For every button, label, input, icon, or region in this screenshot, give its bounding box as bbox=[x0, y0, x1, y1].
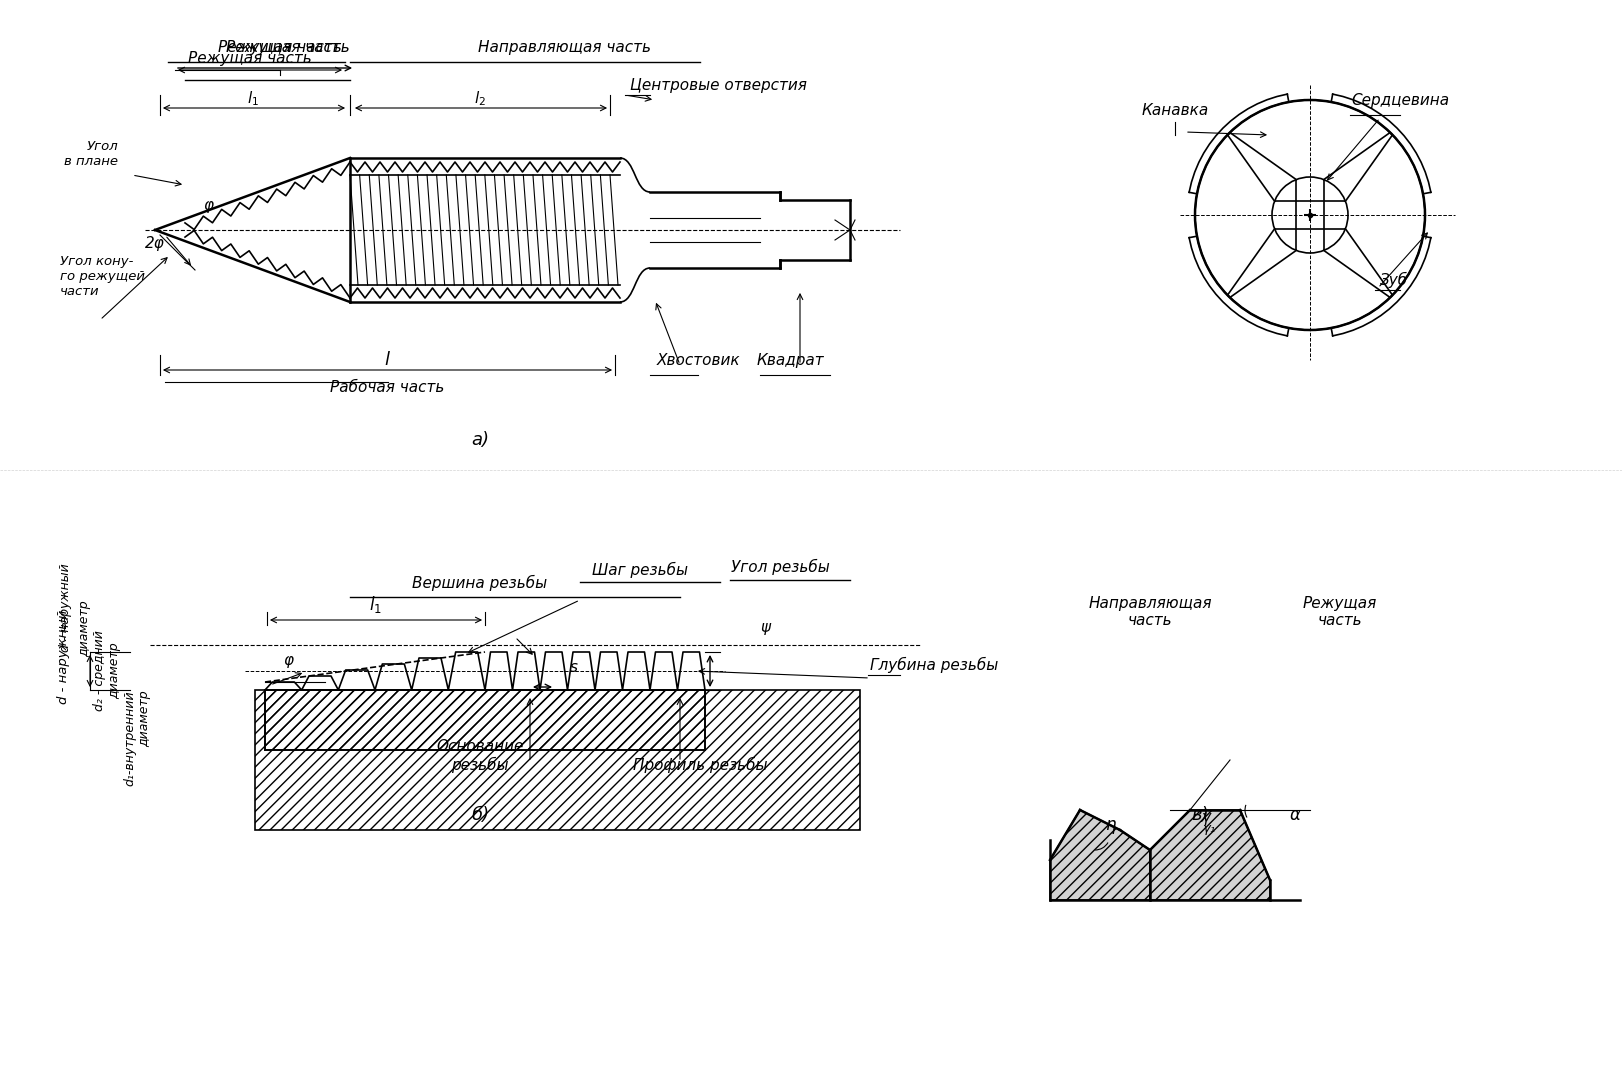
Text: $l$: $l$ bbox=[384, 351, 391, 369]
Text: 2φ: 2φ bbox=[144, 236, 165, 251]
Text: диаметр: диаметр bbox=[78, 601, 91, 657]
Text: диаметр: диаметр bbox=[138, 690, 151, 747]
Text: s: s bbox=[569, 660, 577, 675]
Bar bbox=[255, 690, 860, 830]
Text: d - наружный: d - наружный bbox=[58, 564, 71, 652]
Text: ψ: ψ bbox=[761, 620, 770, 635]
Text: Угол кону-
го режущей
части: Угол кону- го режущей части bbox=[60, 255, 144, 298]
Text: диаметр: диаметр bbox=[109, 643, 122, 699]
Text: Режущая часть: Режущая часть bbox=[188, 51, 311, 66]
Text: γ: γ bbox=[1202, 810, 1212, 825]
Text: Режущая часть: Режущая часть bbox=[217, 40, 342, 55]
Text: $l_1$: $l_1$ bbox=[368, 594, 381, 615]
Text: γ₁: γ₁ bbox=[1202, 822, 1215, 835]
Text: Направляющая часть: Направляющая часть bbox=[478, 40, 652, 55]
Text: Центровые отверстия: Центровые отверстия bbox=[629, 78, 806, 93]
Text: а): а) bbox=[470, 431, 488, 449]
Text: α: α bbox=[1289, 806, 1301, 824]
Polygon shape bbox=[1049, 810, 1150, 900]
Text: Квадрат: Квадрат bbox=[756, 353, 824, 368]
Text: Угол
в плане: Угол в плане bbox=[63, 140, 118, 168]
Text: Профиль резьбы: Профиль резьбы bbox=[633, 757, 767, 773]
Text: Канавка: Канавка bbox=[1142, 103, 1208, 118]
Text: Режущая часть: Режущая часть bbox=[225, 40, 349, 55]
Text: Вершина резьбы: Вершина резьбы bbox=[412, 574, 548, 591]
Text: Режущая
часть: Режущая часть bbox=[1302, 595, 1377, 628]
Text: d₂ - средний: d₂ - средний bbox=[94, 631, 107, 711]
Text: Угол резьбы: Угол резьбы bbox=[730, 559, 829, 574]
Text: в): в) bbox=[1191, 806, 1208, 824]
Polygon shape bbox=[1150, 810, 1270, 900]
Text: Рабочая часть: Рабочая часть bbox=[331, 380, 444, 395]
Text: φ: φ bbox=[282, 653, 294, 668]
Text: d₁-внутренний: d₁-внутренний bbox=[123, 690, 136, 785]
Text: Сердцевина: Сердцевина bbox=[1351, 93, 1448, 108]
Text: Основание
резьбы: Основание резьбы bbox=[436, 740, 524, 773]
Text: Глубина резьбы: Глубина резьбы bbox=[869, 657, 998, 673]
Text: φ: φ bbox=[203, 198, 212, 213]
Bar bbox=[264, 690, 706, 750]
Text: б): б) bbox=[470, 806, 490, 824]
Text: η: η bbox=[1105, 816, 1116, 834]
Text: $l_2$: $l_2$ bbox=[474, 89, 487, 108]
Text: $l_1$: $l_1$ bbox=[247, 89, 258, 108]
Text: d - наружный: d - наружный bbox=[57, 610, 70, 704]
Text: Зуб: Зуб bbox=[1380, 272, 1408, 288]
Text: Хвостовик: Хвостовик bbox=[657, 353, 740, 368]
Text: Шаг резьбы: Шаг резьбы bbox=[592, 561, 688, 578]
Text: Направляющая
часть: Направляющая часть bbox=[1088, 595, 1212, 628]
